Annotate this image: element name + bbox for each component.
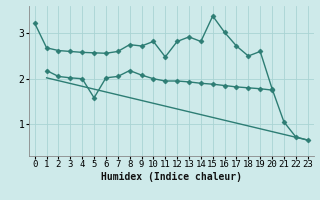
X-axis label: Humidex (Indice chaleur): Humidex (Indice chaleur)	[101, 172, 242, 182]
